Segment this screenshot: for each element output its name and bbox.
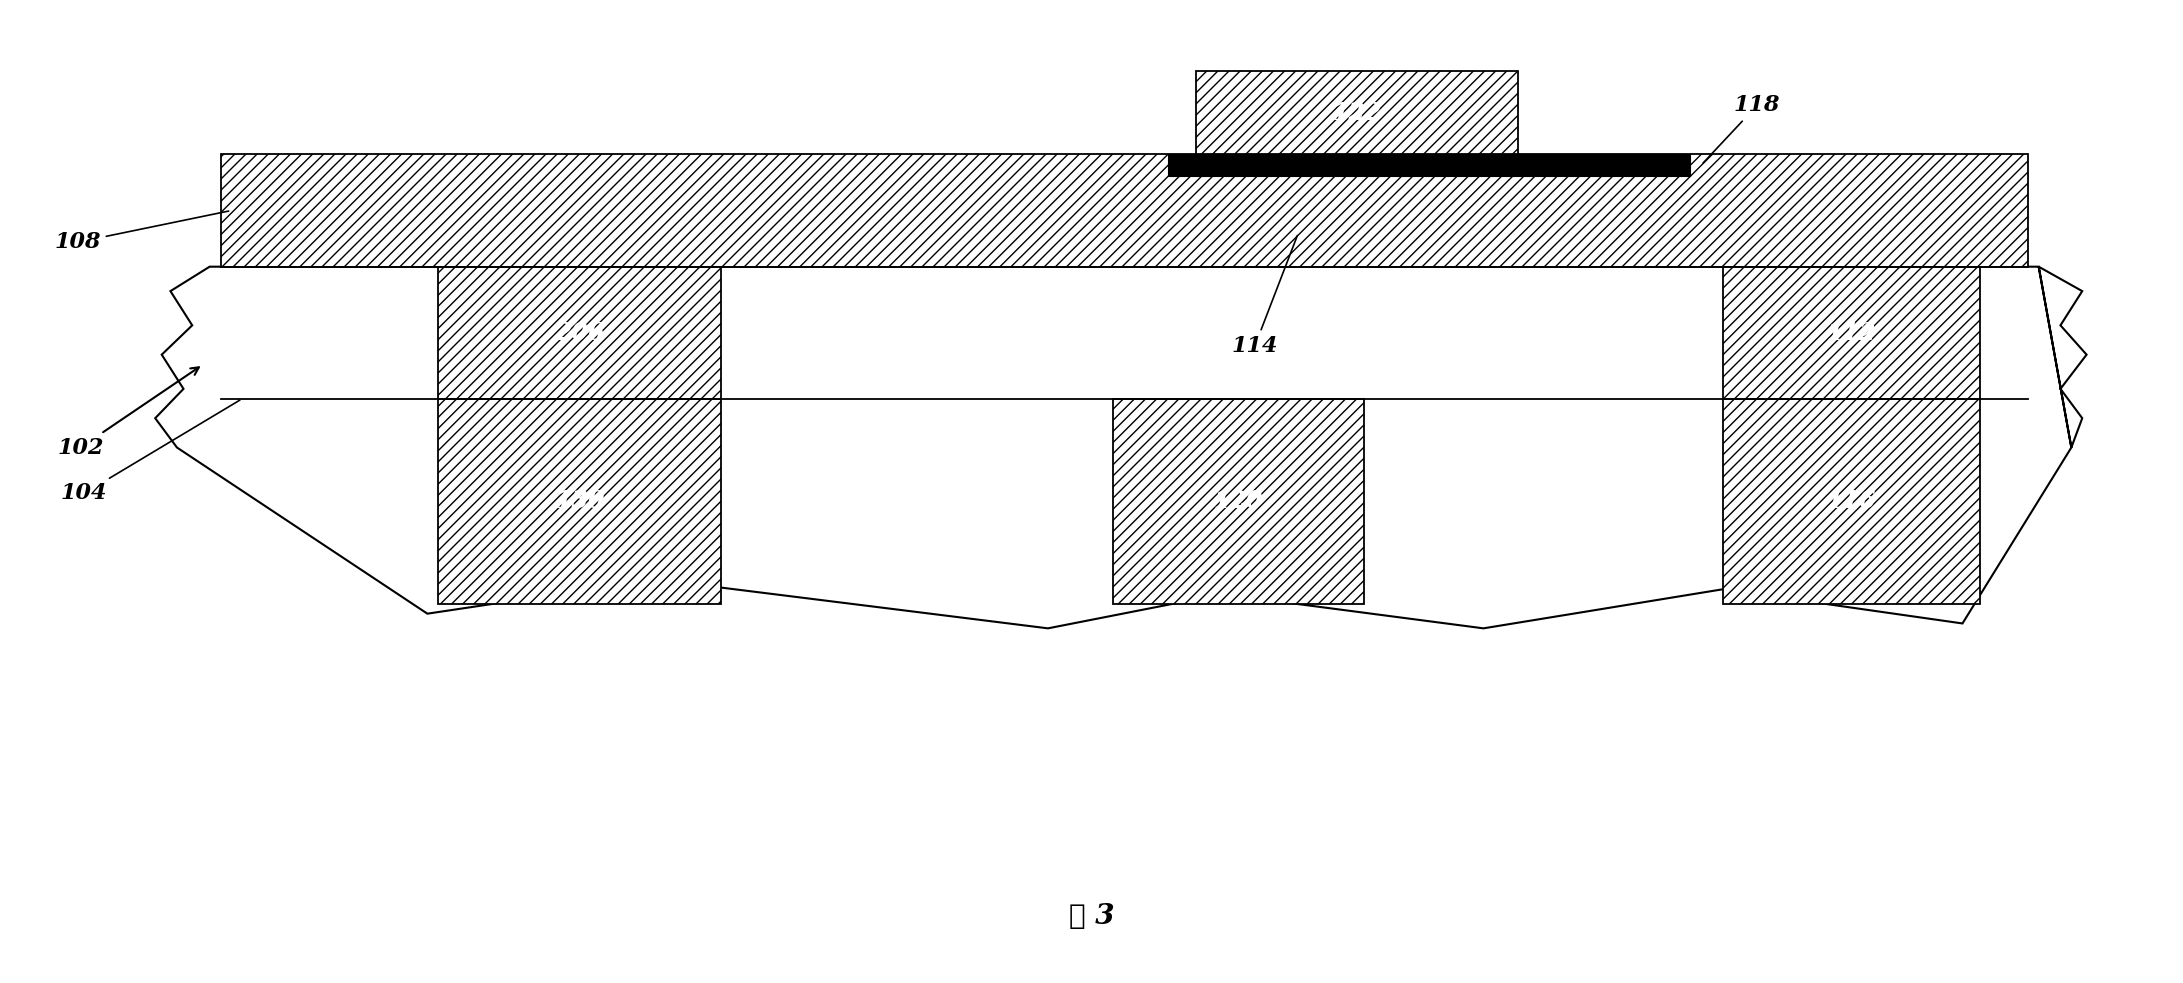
Bar	[1722, 266, 1980, 399]
Polygon shape	[155, 266, 2087, 628]
Bar	[1168, 154, 1690, 176]
Bar	[220, 154, 2028, 266]
Bar	[1113, 399, 1364, 604]
Text: 120: 120	[1214, 490, 1264, 513]
Text: 112: 112	[1827, 320, 1875, 345]
Bar	[439, 266, 720, 399]
Text: 122: 122	[1332, 100, 1382, 125]
Bar	[1196, 71, 1519, 154]
Text: 116: 116	[1827, 490, 1875, 513]
Text: 图 3: 图 3	[1070, 903, 1113, 930]
Text: 130: 130	[554, 490, 605, 513]
Text: 118: 118	[1703, 94, 1781, 163]
Text: 102: 102	[57, 368, 199, 458]
Text: 114: 114	[1231, 236, 1297, 357]
Bar	[439, 399, 720, 604]
Text: 104: 104	[61, 400, 240, 504]
Bar	[1722, 399, 1980, 604]
Text: 206: 206	[554, 320, 605, 345]
Text: 108: 108	[55, 211, 229, 254]
Bar	[220, 266, 2028, 399]
